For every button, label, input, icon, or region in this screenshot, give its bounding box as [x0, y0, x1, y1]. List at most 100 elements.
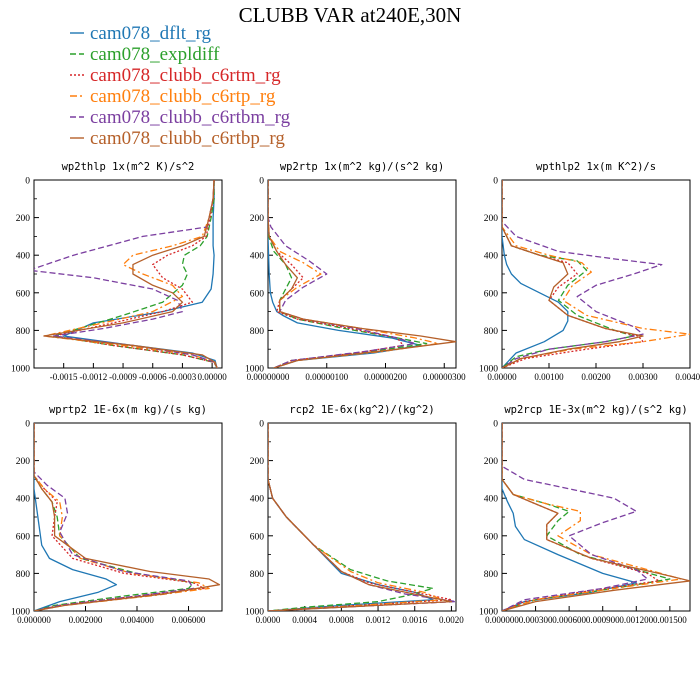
y-tick-label: 800 — [250, 570, 265, 580]
x-tick-label: 0.000600 — [552, 615, 586, 625]
plot-panel: wpthlp2 1x(m K^2)/s020040060080010000.00… — [479, 161, 700, 382]
x-tick-label: 0.0004 — [292, 615, 317, 625]
x-tick-label: 0.001500 — [653, 615, 687, 625]
y-tick-label: 1000 — [479, 365, 498, 375]
x-tick-label: 0.0012 — [366, 615, 391, 625]
y-tick-label: 400 — [484, 495, 499, 505]
x-tick-label: 0.00000300 — [423, 372, 466, 382]
legend-entry: cam078_expldiff — [70, 44, 220, 65]
y-tick-label: 600 — [250, 532, 265, 542]
series-line — [34, 423, 210, 611]
x-tick-label: 0.000000 — [17, 615, 51, 625]
series-line — [34, 423, 195, 611]
series-line — [53, 180, 218, 368]
series-line — [268, 423, 456, 611]
x-tick-label: 0.000300 — [519, 615, 553, 625]
series-line — [34, 423, 221, 611]
y-tick-label: 0 — [493, 420, 498, 430]
x-tick-label: 0.001200 — [619, 615, 653, 625]
y-tick-label: 0 — [259, 177, 264, 187]
series-group — [502, 423, 690, 611]
y-tick-label: 800 — [16, 327, 31, 337]
series-line — [53, 180, 218, 368]
series-line — [43, 180, 218, 368]
x-tick-label: 0.006000 — [172, 615, 206, 625]
plot-panel: wp2rcp 1E-3x(m^2 kg)/(s^2 kg) 0 200 400 600 8… — [479, 404, 691, 625]
legend-label: cam078_clubb_c6rtbm_rg — [90, 107, 291, 128]
legend: cam078_dflt_rgcam078_expldiffcam078_club… — [70, 23, 291, 149]
legend-label: cam078_clubb_c6rtm_rg — [90, 65, 281, 86]
plot-panel: wp2thlp 1x(m^2 K)/s^2 0 200 400 600 800 1000 -0… — [11, 161, 227, 382]
x-tick-label: 0.00000 — [487, 372, 517, 382]
series-group — [268, 423, 456, 611]
y-tick-label: 600 — [16, 532, 31, 542]
series-line — [268, 423, 443, 611]
x-tick-label: 0.00000200 — [364, 372, 407, 382]
series-line — [502, 180, 569, 368]
series-line — [502, 180, 663, 368]
legend-entry: cam078_clubb_c6rtbm_rg — [70, 107, 291, 128]
series-line — [34, 180, 218, 368]
y-tick-label: 200 — [484, 214, 499, 224]
x-tick-label: -0.0015 — [50, 372, 78, 382]
plot-frame — [501, 179, 691, 369]
series-line — [34, 423, 118, 611]
x-tick-label: 0.000000 — [485, 615, 519, 625]
series-line — [502, 180, 690, 368]
y-tick-label: 600 — [484, 532, 499, 542]
legend-entry: cam078_clubb_c6rtbp_rg — [70, 128, 285, 149]
series-line — [268, 423, 434, 611]
y-tick-label: 800 — [484, 570, 499, 580]
y-tick-label: 200 — [16, 214, 31, 224]
y-tick-label: 1000 — [479, 608, 498, 618]
plot-panel: rcp2 1E-6x(kg^2)/(kg^2) 0 200 400 600 800 1000… — [245, 404, 464, 625]
y-tick-label: 1000 — [11, 608, 30, 618]
y-tick-label: 400 — [16, 495, 31, 505]
y-tick-label: 600 — [16, 289, 31, 299]
panel-title: wp2rtp 1x(m^2 kg)/(s^2 kg) — [280, 161, 444, 173]
series-line — [268, 180, 456, 368]
panel-title: wpthlp2 1x(m K^2)/s — [536, 161, 656, 173]
y-tick-label: 1000 — [245, 608, 264, 618]
x-tick-label: 0.00100 — [534, 372, 564, 382]
series-line — [268, 423, 434, 611]
y-tick-label: 200 — [250, 457, 265, 467]
y-tick-label: 0 — [493, 177, 498, 187]
y-tick-label: 800 — [484, 327, 499, 337]
series-group — [502, 180, 690, 368]
plot-frame — [267, 422, 457, 612]
y-tick-label: 400 — [250, 252, 265, 262]
x-tick-label: -0.0006 — [139, 372, 167, 382]
legend-label: cam078_clubb_c6rtbp_rg — [90, 128, 285, 149]
x-tick-label: 0.00000 — [197, 372, 227, 382]
y-tick-label: 200 — [16, 457, 31, 467]
plot-panel: wprtp2 1E-6x(m kg)/(s kg) 0 200 400 600 800 10… — [11, 404, 223, 625]
legend-entry: cam078_dflt_rg — [70, 23, 212, 44]
y-tick-label: 1000 — [11, 365, 30, 375]
series-line — [502, 180, 644, 368]
plot-panel: wp2rtp 1x(m^2 kg)/(s^2 kg) 0 200 400 600 800 1… — [245, 161, 466, 382]
y-tick-label: 400 — [16, 252, 31, 262]
series-group — [34, 180, 218, 368]
x-tick-label: 0.00000000 — [247, 372, 290, 382]
legend-entry: cam078_clubb_c6rtp_rg — [70, 86, 276, 107]
y-tick-label: 0 — [259, 420, 264, 430]
series-line — [43, 180, 218, 368]
panel-title: wprtp2 1E-6x(m kg)/(s kg) — [49, 404, 207, 416]
series-line — [268, 180, 422, 368]
x-tick-label: 0.0020 — [439, 615, 464, 625]
legend-label: cam078_expldiff — [90, 44, 220, 65]
legend-label: cam078_dflt_rg — [90, 23, 212, 44]
x-tick-label: 0.000900 — [586, 615, 620, 625]
panel-title: wp2thlp 1x(m^2 K)/s^2 — [62, 161, 195, 173]
series-line — [268, 180, 404, 368]
x-tick-label: 0.002000 — [69, 615, 103, 625]
y-tick-label: 1000 — [245, 365, 264, 375]
x-tick-label: 0.00400 — [675, 372, 700, 382]
y-tick-label: 600 — [484, 289, 499, 299]
series-group — [268, 180, 456, 368]
x-tick-label: 0.00000100 — [305, 372, 348, 382]
series-line — [502, 423, 690, 611]
y-tick-label: 600 — [250, 289, 265, 299]
